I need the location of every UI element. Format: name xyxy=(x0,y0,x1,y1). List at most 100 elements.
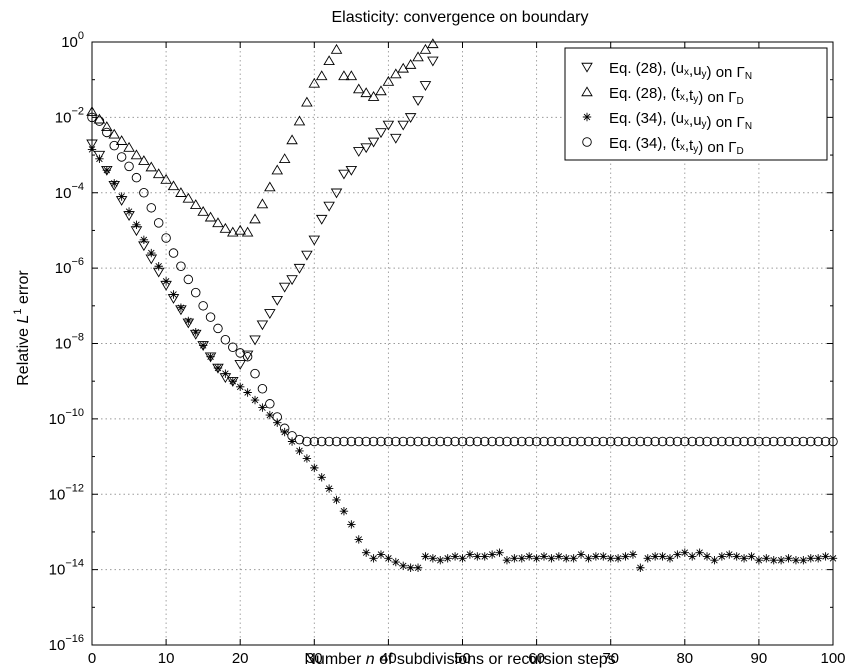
data-point xyxy=(442,436,453,447)
data-point xyxy=(197,205,209,216)
data-point xyxy=(182,192,195,203)
data-point xyxy=(352,147,365,157)
data-point xyxy=(599,552,608,561)
data-point xyxy=(613,554,623,563)
legend-entry: Eq. (28), (ux,uy) on ΓN xyxy=(581,60,752,82)
data-point xyxy=(360,143,372,154)
data-point xyxy=(339,507,349,516)
data-point xyxy=(93,150,106,161)
data-point xyxy=(198,341,208,350)
y-tick-label: 10−8 xyxy=(55,332,84,353)
legend-label: Eq. (34), (ux,uy) on ΓN xyxy=(609,110,752,132)
plot-frame xyxy=(91,41,834,646)
data-point xyxy=(115,135,128,145)
x-tick-label: 100 xyxy=(820,650,845,667)
data-point xyxy=(338,70,350,81)
y-tick-label: 100 xyxy=(61,30,84,51)
data-point xyxy=(212,217,224,228)
data-point xyxy=(323,201,335,212)
chart-title: Elasticity: convergence on boundary xyxy=(331,9,588,26)
data-point xyxy=(821,552,830,561)
data-point xyxy=(109,140,119,151)
data-point xyxy=(176,261,186,271)
data-point xyxy=(598,436,609,447)
data-point xyxy=(620,436,631,447)
data-point xyxy=(278,153,291,164)
data-point xyxy=(547,554,556,563)
legend-label: Eq. (28), (tx,ty) on ΓD xyxy=(609,85,744,107)
data-point xyxy=(139,235,149,245)
data-point xyxy=(754,436,764,447)
data-point xyxy=(295,446,304,456)
data-point xyxy=(702,436,712,447)
data-point xyxy=(346,436,357,447)
data-point xyxy=(265,399,275,409)
data-point xyxy=(367,137,380,148)
legend: Eq. (28), (ux,uy) on ΓN Eq. (28), (tx,ty)… xyxy=(564,47,828,161)
data-point xyxy=(382,75,395,86)
data-point xyxy=(473,552,482,561)
data-point xyxy=(421,552,430,561)
data-point xyxy=(524,436,534,447)
data-point xyxy=(331,436,342,447)
x-tick-label: 60 xyxy=(528,650,545,667)
data-point xyxy=(813,436,823,447)
data-point xyxy=(397,62,410,73)
data-point xyxy=(480,552,489,561)
data-point xyxy=(495,548,504,557)
data-point xyxy=(161,233,171,243)
data-point xyxy=(636,563,645,572)
data-point xyxy=(784,554,793,563)
data-point xyxy=(221,369,230,378)
data-point xyxy=(746,436,757,447)
data-point xyxy=(86,106,98,116)
data-point xyxy=(561,436,571,447)
data-point xyxy=(183,274,194,285)
data-point xyxy=(724,436,735,447)
data-point xyxy=(272,412,283,422)
data-point xyxy=(672,436,683,447)
legend-entry: Eq. (28), (tx,ty) on ΓD xyxy=(581,85,744,107)
data-point xyxy=(813,554,823,563)
data-point xyxy=(242,351,253,362)
data-point xyxy=(413,436,423,447)
data-point xyxy=(820,436,831,447)
data-point xyxy=(256,198,269,209)
data-point xyxy=(798,436,809,447)
legend-entry: Eq. (34), (ux,uy) on ΓN xyxy=(582,110,752,132)
data-point xyxy=(510,554,519,563)
data-point xyxy=(189,199,202,210)
data-point xyxy=(412,51,424,62)
x-tick-label: 70 xyxy=(602,650,619,667)
data-point xyxy=(458,554,467,563)
x-tick-label: 80 xyxy=(676,650,693,667)
data-point xyxy=(191,327,200,337)
data-point xyxy=(280,427,289,437)
y-tick-label: 10−10 xyxy=(49,407,84,428)
data-point xyxy=(271,295,284,306)
data-point xyxy=(791,556,801,565)
data-point xyxy=(213,363,223,373)
data-point xyxy=(457,436,468,447)
data-point xyxy=(768,436,779,447)
data-point xyxy=(123,141,135,152)
data-point xyxy=(391,557,401,567)
data-point xyxy=(391,436,401,447)
data-point xyxy=(293,115,306,126)
data-point xyxy=(532,554,541,563)
data-point xyxy=(287,437,297,446)
data-point xyxy=(494,436,505,447)
data-point xyxy=(465,436,475,447)
data-point xyxy=(293,263,306,274)
series-3 xyxy=(87,145,838,572)
data-point xyxy=(376,436,386,447)
data-point xyxy=(161,277,171,286)
data-point xyxy=(694,436,705,447)
data-point xyxy=(650,552,660,561)
data-point xyxy=(354,436,364,447)
data-point xyxy=(628,550,638,559)
data-point xyxy=(169,290,178,299)
data-point xyxy=(241,226,254,237)
data-point xyxy=(287,431,297,441)
